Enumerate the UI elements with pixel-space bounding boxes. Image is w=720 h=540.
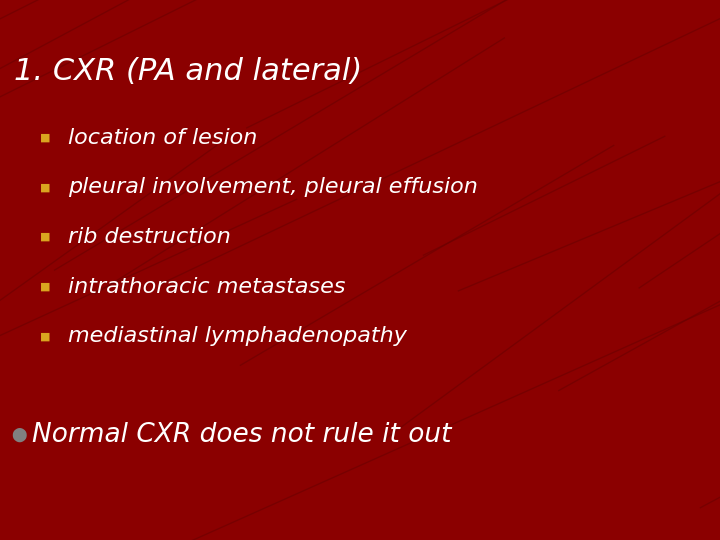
- Text: ■: ■: [40, 232, 50, 242]
- Text: intrathoracic metastases: intrathoracic metastases: [68, 276, 346, 297]
- Text: rib destruction: rib destruction: [68, 227, 231, 247]
- Text: location of lesion: location of lesion: [68, 127, 258, 148]
- Text: ⬤: ⬤: [11, 428, 27, 442]
- Text: ■: ■: [40, 282, 50, 292]
- Text: mediastinal lymphadenopathy: mediastinal lymphadenopathy: [68, 326, 408, 347]
- Text: ■: ■: [40, 332, 50, 341]
- Text: pleural involvement, pleural effusion: pleural involvement, pleural effusion: [68, 177, 478, 198]
- Text: ■: ■: [40, 183, 50, 192]
- Text: 1. CXR (PA and lateral): 1. CXR (PA and lateral): [14, 57, 363, 86]
- Text: Normal CXR does not rule it out: Normal CXR does not rule it out: [32, 422, 452, 448]
- Text: ■: ■: [40, 133, 50, 143]
